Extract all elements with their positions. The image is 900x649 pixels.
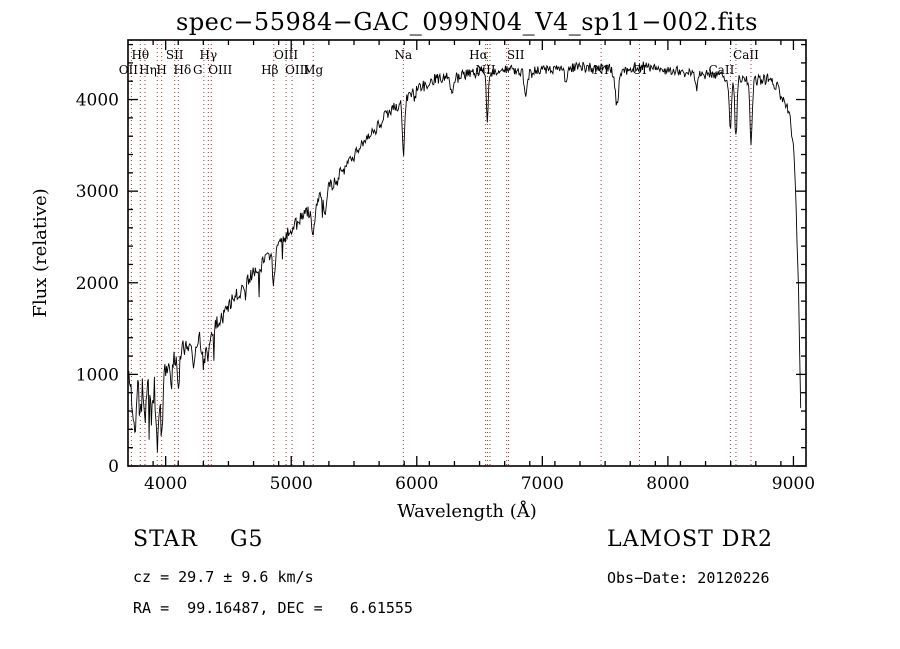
y-tick-label: 1000 bbox=[76, 365, 119, 385]
x-tick-label: 9000 bbox=[772, 474, 815, 494]
spectral-line-label: Hα bbox=[469, 48, 488, 62]
spectral-line-label: CaII bbox=[733, 48, 759, 62]
y-tick-label: 2000 bbox=[76, 274, 119, 294]
survey-release-text: LAMOST DR2 bbox=[607, 527, 773, 552]
ra-dec-text: RA = 99.16487, DEC = 6.61555 bbox=[133, 599, 413, 617]
spectral-line-label: H bbox=[156, 63, 166, 77]
spectral-line-label: OI bbox=[632, 63, 647, 77]
redshift-velocity-text: cz = 29.7 ± 9.6 km/s bbox=[133, 568, 314, 586]
spectral-line-label: SII bbox=[166, 48, 184, 62]
x-tick-label: 5000 bbox=[270, 474, 313, 494]
x-axis-title: Wavelength (Å) bbox=[397, 500, 537, 522]
spectral-line-label: SII bbox=[507, 48, 525, 62]
spectral-line-label: Mg bbox=[303, 63, 323, 77]
spectral-line-label: OIII bbox=[274, 48, 298, 62]
spectral-line-label: OIII bbox=[285, 63, 309, 77]
spectral-line-label: OIII bbox=[208, 63, 232, 77]
y-tick-label: 0 bbox=[108, 457, 119, 477]
spectral-line-label: Hγ bbox=[200, 48, 218, 62]
plot-title: spec−55984−GAC_099N04_V4_sp11−002.fits bbox=[176, 8, 758, 36]
y-tick-label: 4000 bbox=[76, 91, 119, 111]
obs-date-text: Obs−Date: 20120226 bbox=[607, 569, 770, 587]
spectrum-trace bbox=[127, 61, 802, 453]
x-tick-label: 6000 bbox=[395, 474, 438, 494]
spectral-line-label: Hβ bbox=[261, 63, 278, 77]
y-tick-label: 3000 bbox=[76, 182, 119, 202]
spectral-line-label: Hδ bbox=[173, 63, 191, 77]
spectral-line-label: Hη bbox=[139, 63, 157, 77]
classification-text: STAR G5 bbox=[133, 527, 264, 552]
spectral-line-label: Na bbox=[395, 48, 413, 62]
y-axis-title: Flux (relative) bbox=[30, 188, 51, 317]
x-tick-label: 4000 bbox=[144, 474, 187, 494]
x-tick-label: 8000 bbox=[646, 474, 689, 494]
spectral-line-label: Hθ bbox=[131, 48, 149, 62]
x-tick-label: 7000 bbox=[521, 474, 564, 494]
plot-frame bbox=[127, 39, 807, 467]
spectral-line-label: G bbox=[193, 63, 203, 77]
